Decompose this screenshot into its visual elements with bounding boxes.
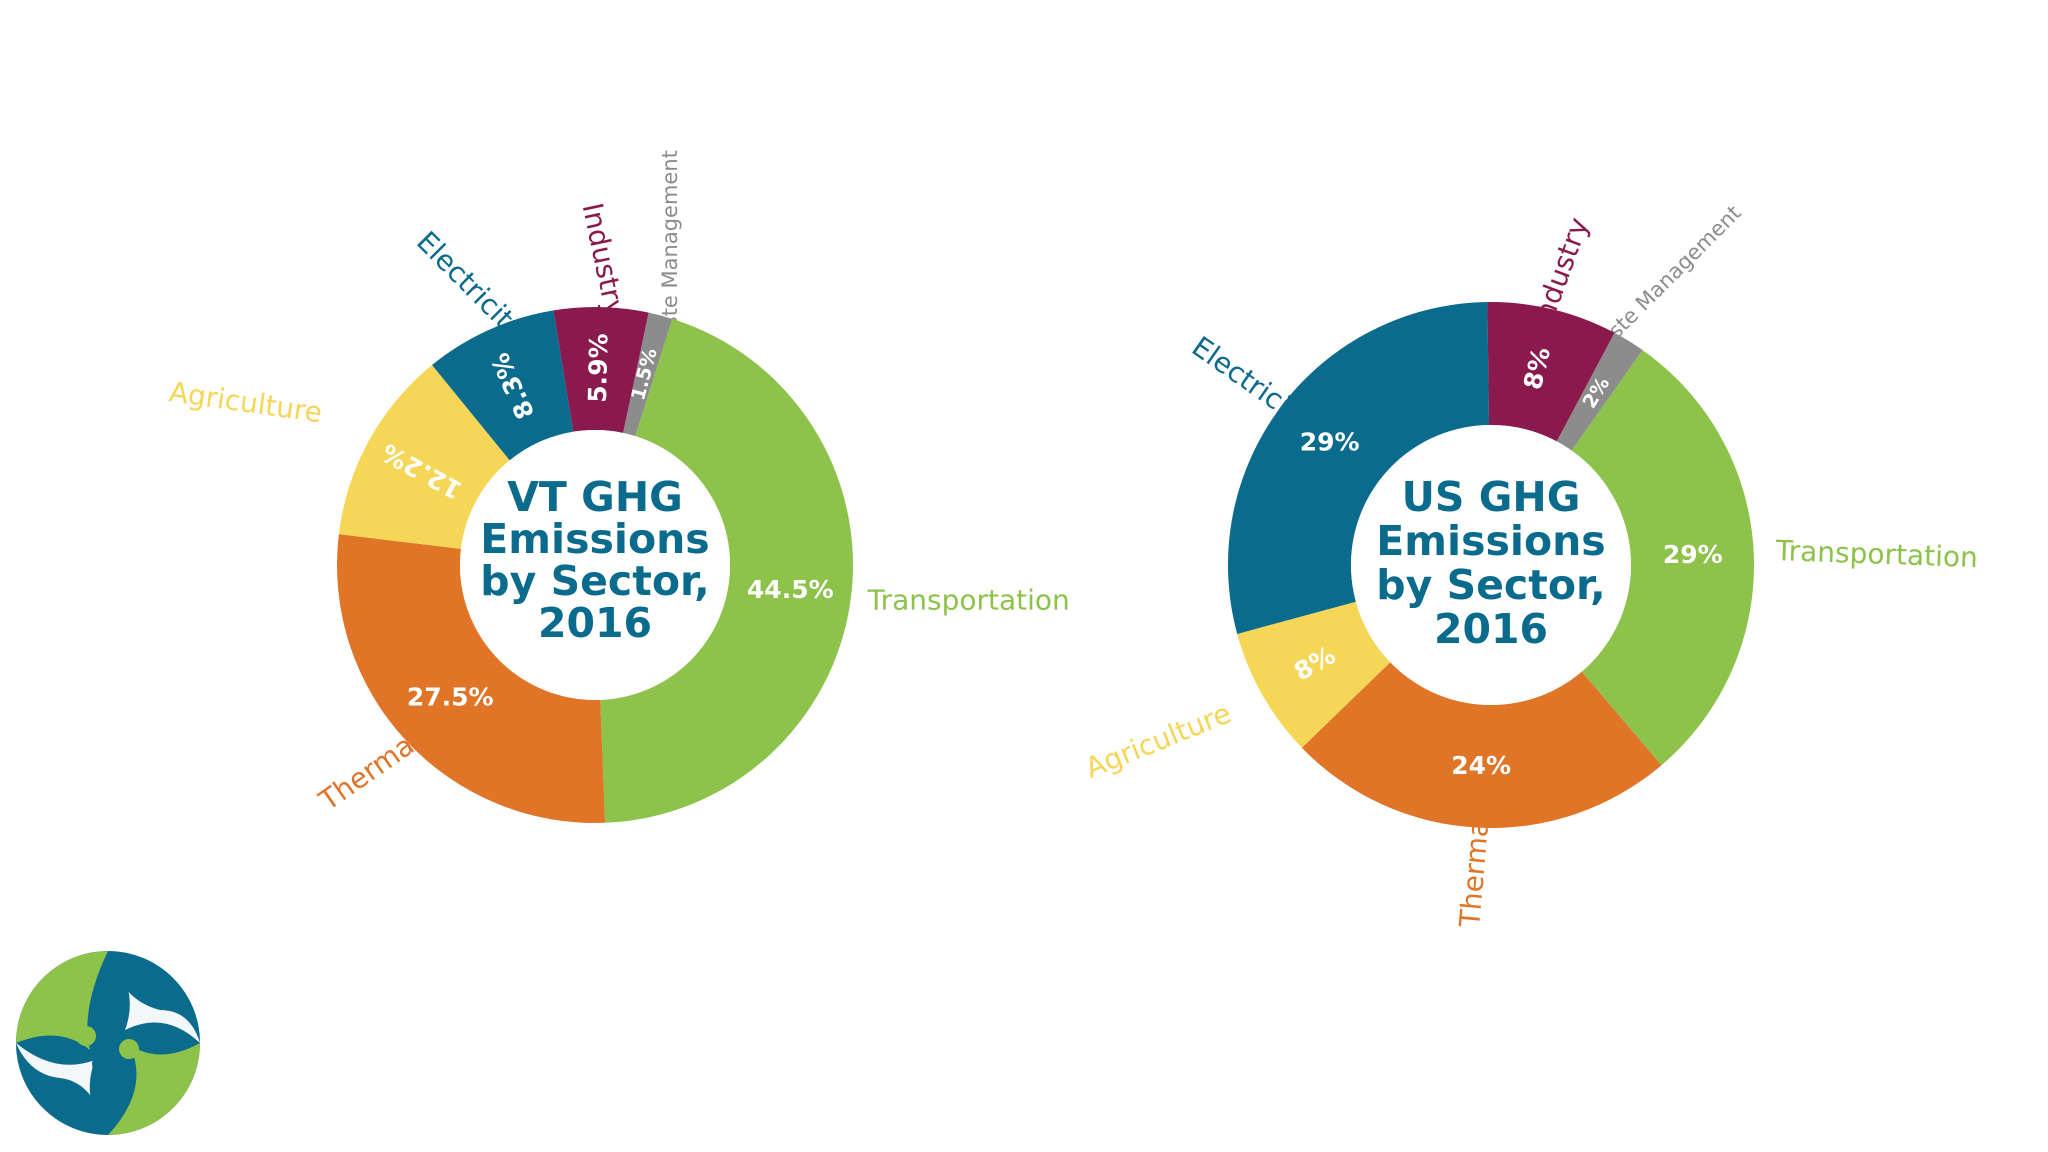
sector-name-transportation: Transportation — [1774, 534, 1978, 574]
chart-title-line: by Sector, — [1376, 561, 1606, 609]
sector-name-transportation: Transportation — [867, 583, 1070, 616]
slice-value-label-transportation: 29% — [1663, 540, 1723, 569]
chart-title-line: Emissions — [1376, 517, 1605, 565]
slice-agriculture — [1237, 601, 1391, 748]
sector-name-agriculture: Agriculture — [1081, 696, 1236, 784]
slice-transportation — [1571, 350, 1755, 766]
slice-value-label-transportation: 44.5% — [747, 575, 834, 604]
slice-industry — [1487, 302, 1615, 442]
chart-title-line: VT GHG — [507, 473, 683, 521]
chart-title-line: 2016 — [1434, 605, 1548, 653]
slice-thermal — [337, 534, 606, 823]
slice-transportation — [600, 318, 854, 823]
sector-name-electricity: Electricity — [1186, 330, 1319, 437]
sector-name-electricity: Electricity — [410, 225, 532, 347]
chart-title-line: by Sector, — [480, 557, 710, 605]
chart-title-line: US GHG — [1402, 473, 1581, 521]
organization-logo-icon — [16, 951, 200, 1135]
donut-hole — [1351, 425, 1631, 705]
slice-waste-management — [623, 312, 673, 437]
chart-title-line: 2016 — [538, 599, 652, 647]
slice-waste-management — [1556, 332, 1643, 451]
slice-value-label-industry: 5.9% — [583, 333, 614, 403]
sector-name-thermal: Thermal — [312, 724, 426, 818]
sector-name-industry: Industry — [1525, 213, 1595, 333]
slice-value-label-electricity: 29% — [1300, 427, 1360, 456]
slice-value-label-thermal: 24% — [1451, 751, 1511, 780]
sector-name-thermal: Thermal — [1453, 811, 1496, 930]
chart-title-line: Emissions — [480, 515, 709, 563]
slice-thermal — [1301, 662, 1662, 828]
slice-industry — [553, 306, 649, 433]
slice-electricity — [1228, 302, 1490, 634]
slice-value-label-thermal: 27.5% — [407, 683, 494, 712]
slice-agriculture — [338, 364, 510, 549]
donut-hole — [460, 430, 730, 700]
sector-name-industry: Industry — [576, 200, 632, 320]
sector-name-agriculture: Agriculture — [167, 375, 324, 429]
slice-electricity — [432, 310, 574, 461]
